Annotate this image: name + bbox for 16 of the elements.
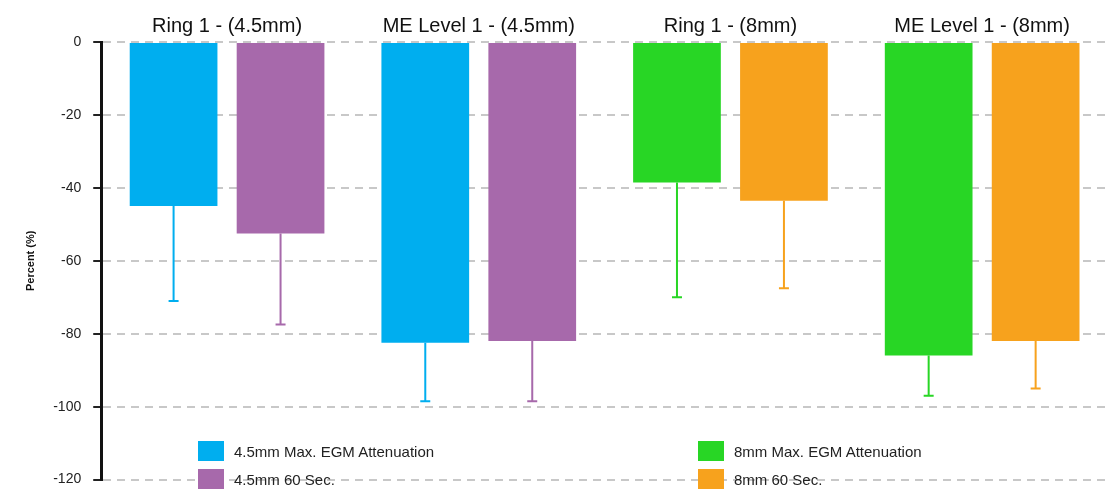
y-axis-title: Percent (%) <box>23 230 36 292</box>
x-tick-label: Ring 1 - (8mm) <box>663 13 798 36</box>
legend-label: 8mm 60 Sec. <box>734 470 823 488</box>
y-tick-label: 0 <box>73 32 82 49</box>
legend-label: 8mm Max. EGM Attenuation <box>734 442 922 460</box>
x-tick-label: ME Level 1 - (4.5mm) <box>382 13 575 36</box>
y-tick-label: -120 <box>53 470 82 487</box>
legend-label: 4.5mm Max. EGM Attenuation <box>234 442 435 460</box>
x-tick-label: Ring 1 - (4.5mm) <box>152 13 303 36</box>
y-tick-label: -80 <box>60 324 82 341</box>
y-tick-label: -100 <box>53 397 82 414</box>
y-tick-label: -60 <box>60 251 82 268</box>
legend-label: 4.5mm 60 Sec. <box>234 470 335 488</box>
y-tick-label: -20 <box>60 105 82 122</box>
y-tick-label: -40 <box>60 178 82 195</box>
x-tick-label: ME Level 1 - (8mm) <box>894 13 1070 36</box>
